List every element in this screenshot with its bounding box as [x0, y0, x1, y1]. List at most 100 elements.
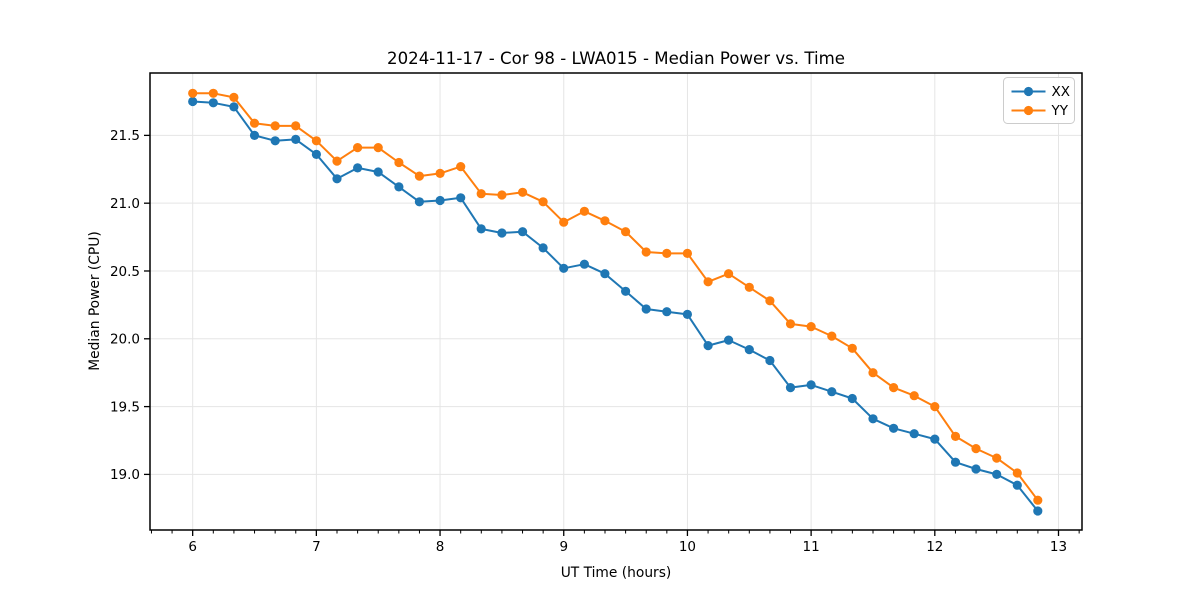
data-point-xx	[538, 243, 548, 253]
data-point-yy	[868, 368, 878, 378]
data-point-xx	[579, 259, 590, 269]
y-tick-label: 19.0	[110, 467, 140, 483]
data-point-xx	[435, 195, 445, 206]
data-point-yy	[476, 189, 486, 199]
x-axis: 6 7 8 9 10 11 12 13	[150, 530, 1080, 555]
data-point-yy	[1012, 468, 1022, 478]
y-tick-label: 21.5	[110, 128, 140, 144]
data-point-yy	[456, 162, 466, 172]
y-tick-label: 20.5	[110, 264, 140, 280]
data-point-yy	[785, 319, 796, 329]
data-point-yy	[847, 343, 857, 353]
data-point-xx	[291, 134, 301, 144]
data-point-yy	[662, 248, 672, 258]
data-point-xx	[600, 269, 610, 279]
data-point-yy	[229, 92, 239, 102]
data-point-xx	[497, 228, 507, 238]
chart-title: 2024-11-17 - Cor 98 - LWA015 - Median Po…	[387, 49, 845, 68]
data-point-yy	[703, 277, 713, 287]
data-point-yy	[600, 216, 610, 226]
data-point-xx	[847, 393, 857, 404]
series-xx	[188, 96, 1043, 516]
data-point-xx	[641, 304, 651, 314]
x-axis-label: UT Time (hours)	[560, 565, 672, 581]
data-point-xx	[724, 335, 734, 345]
data-point-xx	[394, 182, 404, 192]
data-point-yy	[950, 431, 961, 441]
data-point-yy	[538, 197, 548, 207]
legend-item-xx: XX	[1011, 84, 1071, 100]
data-point-yy	[889, 383, 899, 393]
data-point-xx	[1033, 506, 1043, 516]
axes-spines	[149, 72, 1083, 531]
data-point-xx	[559, 263, 569, 273]
data-point-xx	[229, 102, 239, 112]
legend-marker	[1023, 105, 1034, 116]
y-tick-label: 19.5	[110, 399, 140, 415]
data-point-yy	[744, 282, 754, 292]
data-point-xx	[353, 163, 363, 173]
data-point-xx	[889, 423, 899, 433]
gridlines	[150, 73, 1082, 530]
y-axis: 19.0 19.5 20.0 20.5 21.0 21.5	[110, 128, 150, 483]
legend-box	[1003, 77, 1075, 124]
y-tick-label: 20.0	[110, 332, 140, 348]
data-point-yy	[414, 171, 424, 181]
data-point-xx	[373, 167, 383, 177]
y-tick-label: 21.0	[110, 196, 140, 212]
legend-label: XX	[1052, 84, 1071, 100]
x-tick-label: 7	[312, 539, 321, 555]
data-point-yy	[332, 156, 342, 166]
data-point-xx	[621, 286, 631, 296]
data-point-xx	[950, 457, 961, 467]
data-point-yy	[291, 121, 301, 131]
data-point-yy	[353, 143, 363, 153]
data-point-xx	[909, 429, 919, 439]
data-point-xx	[518, 227, 528, 237]
data-point-yy	[724, 269, 734, 279]
data-point-xx	[930, 434, 940, 444]
data-point-yy	[394, 157, 404, 168]
legend-label: YY	[1051, 103, 1069, 119]
data-point-xx	[682, 309, 693, 319]
data-point-xx	[456, 193, 466, 203]
data-point-yy	[559, 217, 569, 227]
data-point-yy	[806, 322, 816, 332]
data-point-xx	[1012, 480, 1022, 490]
x-tick-label: 9	[559, 539, 568, 555]
x-tick-label: 13	[1050, 539, 1067, 555]
data-point-yy	[682, 248, 693, 258]
data-point-yy	[641, 247, 651, 257]
x-tick-label: 8	[436, 539, 445, 555]
data-point-xx	[827, 387, 837, 397]
data-point-xx	[188, 96, 198, 107]
data-point-xx	[765, 355, 775, 366]
legend-marker	[1023, 86, 1034, 97]
data-point-xx	[806, 380, 816, 390]
data-point-yy	[249, 118, 260, 128]
data-point-xx	[476, 224, 486, 234]
data-point-yy	[373, 143, 383, 153]
data-point-yy	[1033, 495, 1043, 505]
data-point-yy	[971, 444, 981, 454]
data-point-yy	[930, 402, 940, 412]
data-point-xx	[270, 136, 280, 146]
data-point-yy	[270, 121, 280, 131]
data-point-xx	[311, 149, 321, 159]
data-point-xx	[868, 414, 878, 424]
x-tick-label: 11	[803, 539, 820, 555]
data-point-xx	[785, 383, 796, 393]
series-xx-line	[192, 100, 1039, 512]
data-point-yy	[579, 206, 590, 216]
data-point-xx	[992, 469, 1002, 479]
data-point-yy	[497, 190, 507, 200]
data-point-yy	[765, 296, 775, 306]
legend: XX YY	[1003, 77, 1075, 124]
data-point-yy	[188, 88, 198, 98]
data-point-xx	[249, 130, 260, 140]
data-point-yy	[208, 88, 218, 98]
data-point-yy	[311, 136, 321, 146]
data-point-xx	[414, 197, 424, 207]
